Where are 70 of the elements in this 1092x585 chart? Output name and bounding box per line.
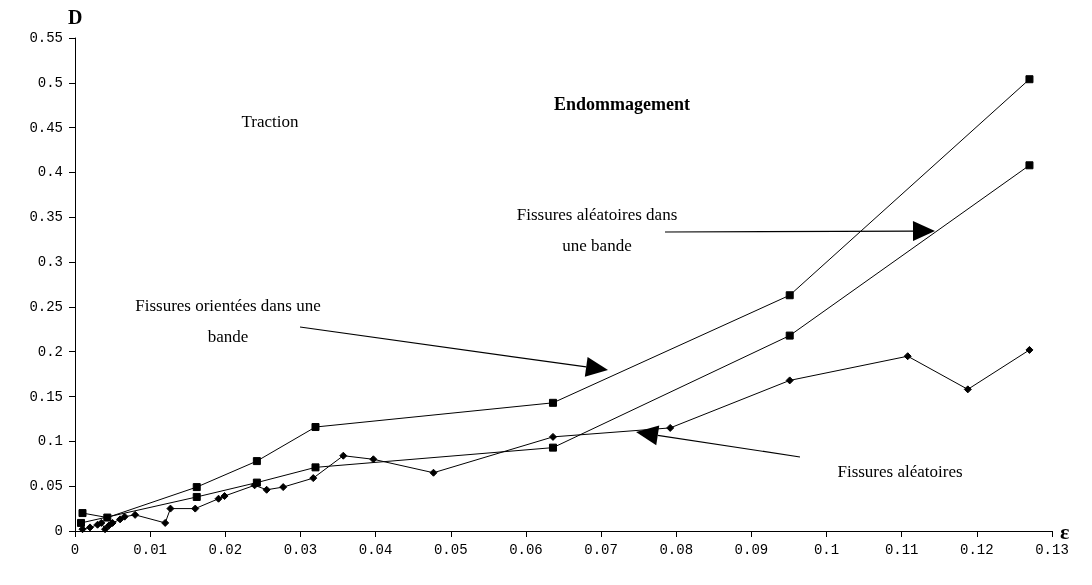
- point: [1025, 161, 1034, 170]
- point: [1025, 345, 1034, 354]
- point: [78, 509, 87, 518]
- point: [103, 513, 112, 522]
- y-tick-label: 0.5: [37, 74, 63, 91]
- text: Endommagement: [554, 94, 690, 114]
- x-tick-label: 0: [70, 542, 80, 558]
- annotation: Fissures orientées dans une bande: [135, 296, 321, 346]
- point: [311, 463, 320, 472]
- point: [78, 525, 87, 534]
- y-tick-label: 0.3: [37, 254, 63, 271]
- y-tick-label: 0.55: [29, 30, 63, 46]
- x-tick-label: 0.12: [960, 542, 994, 558]
- x-tick-label: 0.01: [133, 542, 167, 558]
- point: [161, 518, 170, 527]
- x-tick-label: 0.07: [584, 542, 618, 558]
- point: [339, 451, 348, 460]
- x-tick-label: 0.04: [358, 542, 393, 558]
- point: [192, 483, 201, 492]
- point: [548, 398, 557, 407]
- x-tick-label: 0.09: [734, 542, 769, 558]
- point: [120, 512, 129, 521]
- point: [97, 518, 106, 527]
- x-tick-label: 0.02: [208, 542, 243, 558]
- annotation: Traction: [241, 111, 299, 131]
- point: [86, 523, 95, 532]
- x-tick-label: 0.05: [433, 542, 468, 558]
- y-tick-label: 0.25: [29, 298, 63, 315]
- annotation: Fissures aléatoires dans une bande: [516, 205, 678, 255]
- point: [666, 423, 675, 432]
- y-tick-label: 0.15: [29, 388, 63, 405]
- y-tick-label: 0.4: [37, 164, 63, 181]
- x-axis-title: ε: [1060, 518, 1070, 544]
- y-tick-label: 0.45: [29, 119, 63, 136]
- x-tick-label: 0.06: [509, 542, 543, 558]
- point: [108, 518, 117, 527]
- x-tick-label: 0.13: [1035, 542, 1069, 558]
- point: [279, 483, 288, 492]
- x-tick-label: 0.08: [659, 542, 694, 558]
- y-tick-label: 0.2: [37, 343, 63, 360]
- point: [785, 331, 794, 340]
- point: [214, 494, 223, 503]
- x-tick-label: 0.03: [283, 542, 318, 558]
- point: [785, 291, 794, 300]
- y-tick-label: 0: [54, 523, 63, 539]
- point: [131, 510, 140, 519]
- annotation: Fissures aléatoires: [837, 461, 963, 481]
- x-tick-label: 0.11: [884, 542, 919, 558]
- point: [1025, 75, 1034, 84]
- point: [191, 504, 200, 513]
- x-tick-label: 0.1: [813, 542, 840, 558]
- y-tick-label: 0.1: [37, 433, 63, 450]
- point: [429, 468, 438, 477]
- point: [311, 423, 320, 432]
- point: [548, 443, 557, 452]
- point: [220, 492, 229, 501]
- point: [77, 518, 86, 527]
- point: [262, 485, 271, 494]
- y-tick-label: 0.05: [29, 478, 63, 495]
- y-tick-label: 0.35: [29, 209, 63, 226]
- point: [309, 474, 318, 483]
- point: [192, 492, 201, 501]
- y-axis-title: D: [68, 6, 83, 28]
- point: [903, 352, 912, 361]
- point: [252, 457, 261, 466]
- point: [785, 376, 794, 385]
- point: [166, 504, 175, 513]
- point: [548, 432, 557, 441]
- point: [963, 385, 972, 394]
- point: [369, 455, 378, 464]
